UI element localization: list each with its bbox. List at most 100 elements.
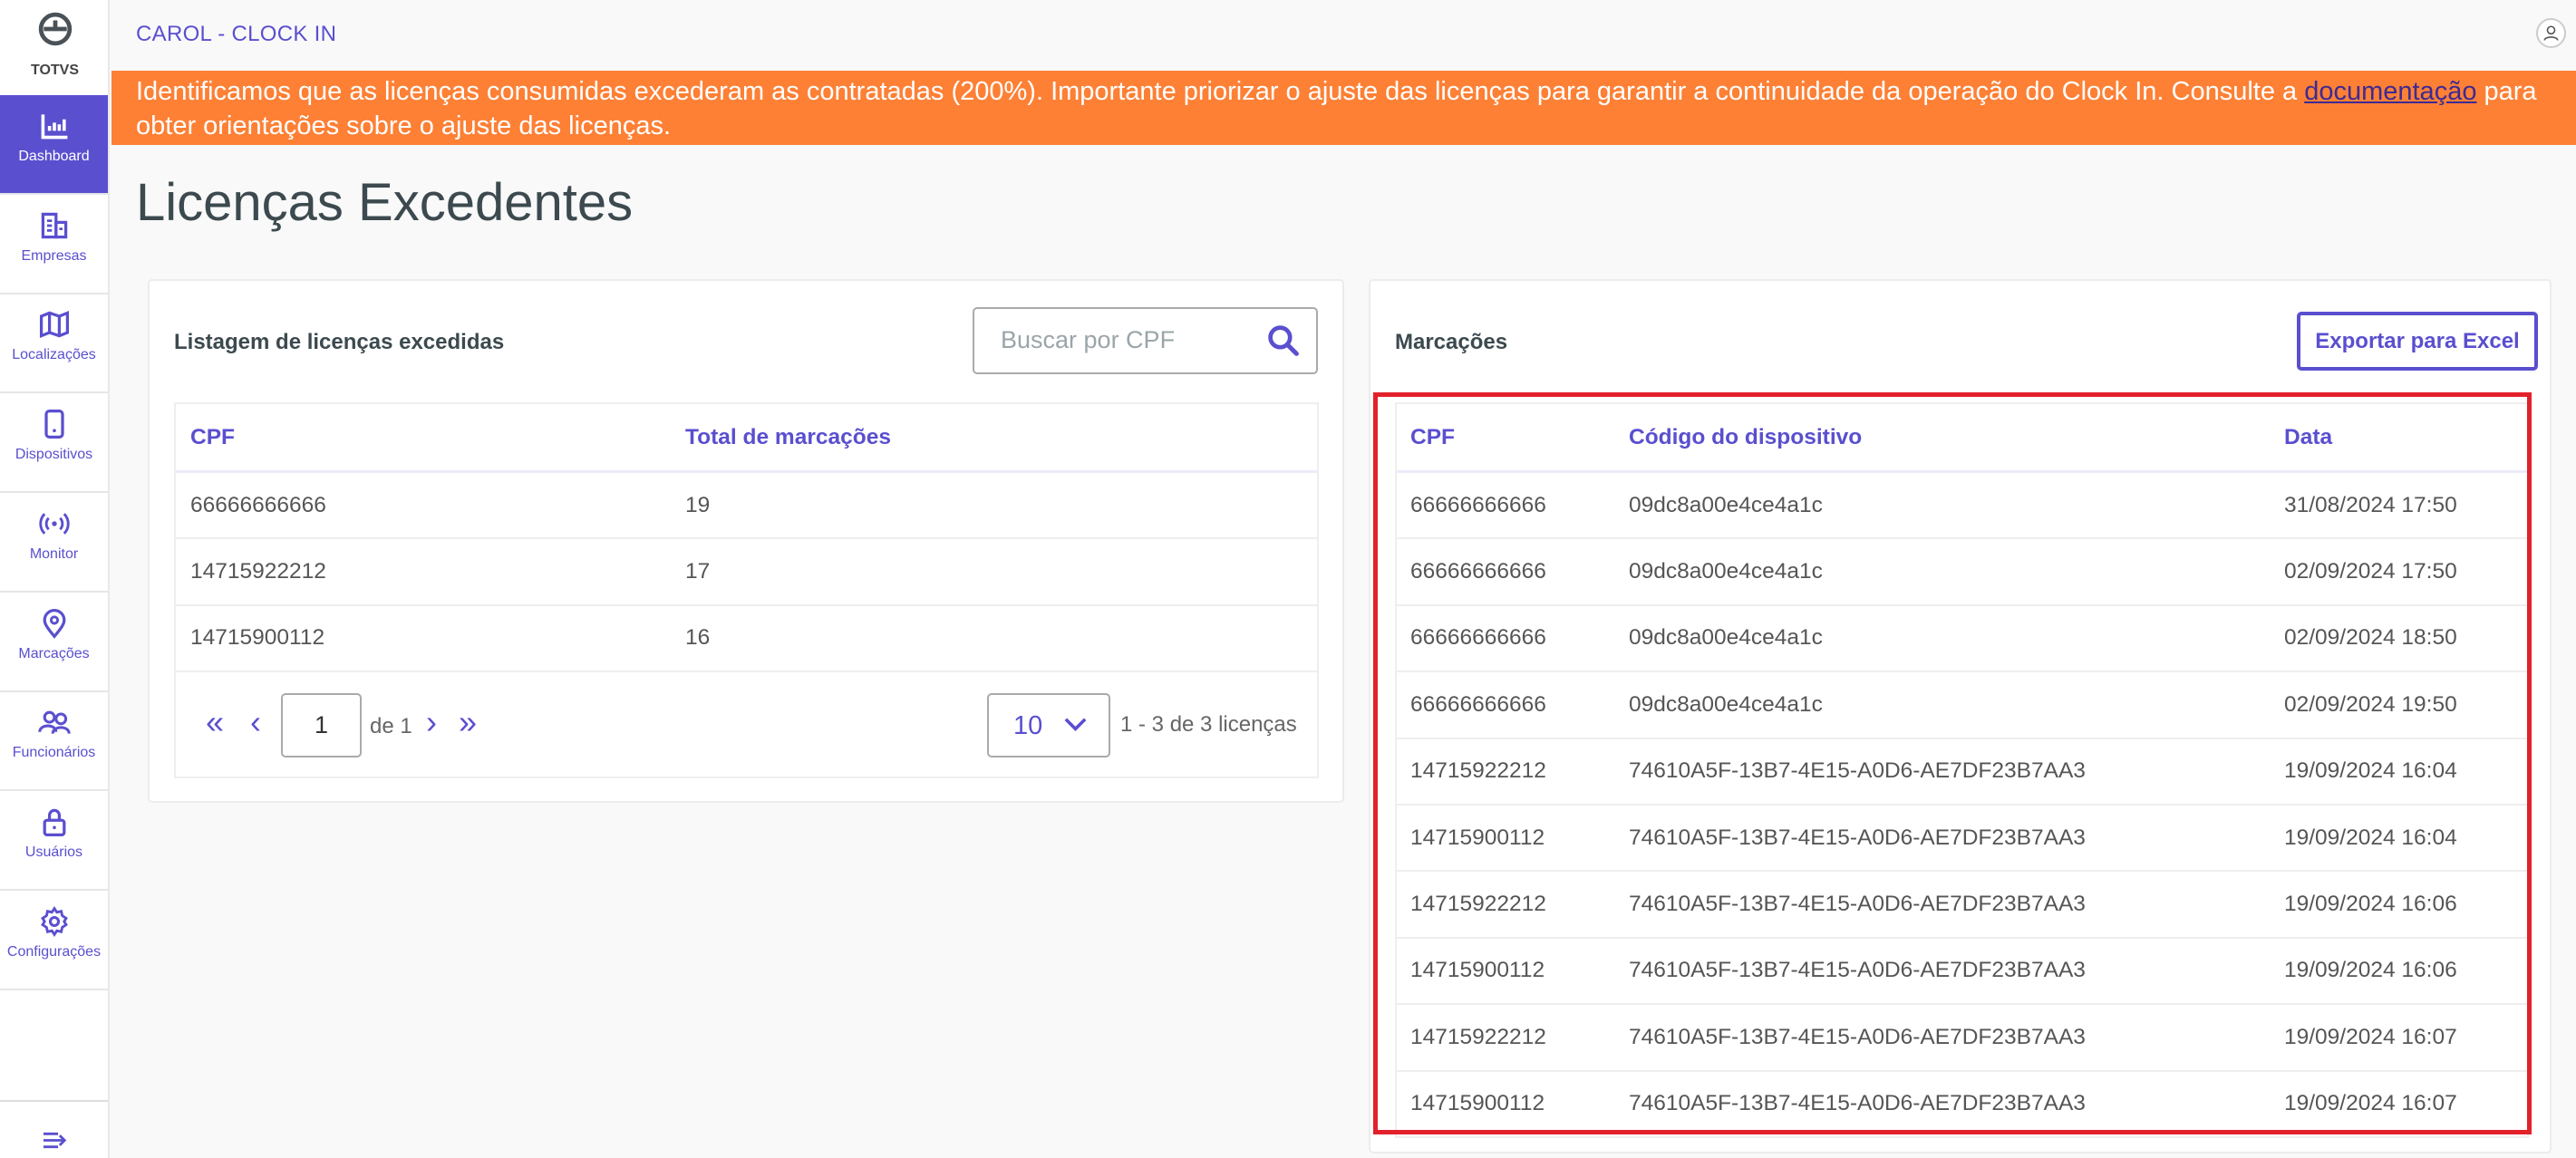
sidebar-divider xyxy=(0,1100,108,1102)
card-title: Marcações xyxy=(1395,330,1508,354)
table-cell: 09dc8a00e4ce4a1c xyxy=(1629,625,1823,651)
sidebar-item-label: Empresas xyxy=(21,247,87,264)
next-page-icon[interactable]: › xyxy=(426,703,437,740)
column-header[interactable]: Total de marcações xyxy=(685,424,891,449)
sidebar-item-localizacoes[interactable]: Localizações xyxy=(0,294,108,394)
export-excel-button[interactable]: Exportar para Excel xyxy=(2297,312,2538,371)
building-icon xyxy=(41,212,67,238)
table-cell: 66666666666 xyxy=(1410,492,1546,517)
chevron-down-icon xyxy=(1064,718,1087,731)
sidebar-item-funcionarios[interactable]: Funcionários xyxy=(0,691,108,792)
table-cell: 19/09/2024 16:06 xyxy=(2284,958,2457,983)
table-cell: 74610A5F-13B7-4E15-A0D6-AE7DF23B7AA3 xyxy=(1629,1091,2086,1116)
table-cell: 14715922212 xyxy=(1410,758,1546,784)
table-cell: 09dc8a00e4ce4a1c xyxy=(1629,691,1823,717)
sidebar-item-dashboard[interactable]: Dashboard xyxy=(0,95,108,195)
table-cell: 74610A5F-13B7-4E15-A0D6-AE7DF23B7AA3 xyxy=(1629,758,2086,784)
expand-menu-icon[interactable] xyxy=(42,1129,68,1152)
table-cell: 16 xyxy=(685,625,711,651)
users-icon xyxy=(37,710,71,735)
sidebar-item-label: Monitor xyxy=(29,545,79,562)
location-pin-icon xyxy=(43,608,65,639)
table-row: 66666666666 09dc8a00e4ce4a1c 02/09/2024 18… xyxy=(1397,606,2527,673)
top-bar: CAROL - CLOCK IN xyxy=(111,0,2576,71)
sidebar-item-label: Marcações xyxy=(18,645,90,661)
table-cell: 14715900112 xyxy=(1410,958,1545,983)
table-row: 14715922212 74610A5F-13B7-4E15-A0D6-AE7DF… xyxy=(1397,872,2527,939)
table-cell: 66666666666 xyxy=(1410,559,1546,584)
exceeded-licenses-card: Listagem de licenças excedidas CPF Total … xyxy=(148,279,1344,803)
sidebar-item-empresas[interactable]: Empresas xyxy=(0,195,108,294)
device-icon xyxy=(44,410,64,439)
page-size-select[interactable]: 10 xyxy=(987,693,1110,758)
sidebar-item-usuarios[interactable]: Usuários xyxy=(0,791,108,891)
page-number-input[interactable]: 1 xyxy=(281,693,362,758)
table-cell: 09dc8a00e4ce4a1c xyxy=(1629,559,1823,584)
last-page-icon[interactable]: » xyxy=(459,703,478,740)
table-cell: 02/09/2024 18:50 xyxy=(2284,625,2457,651)
table-cell: 14715900112 xyxy=(190,625,325,651)
table-cell: 31/08/2024 17:50 xyxy=(2284,492,2457,517)
pagination-summary: 1 - 3 de 3 licenças xyxy=(1120,712,1297,737)
table-cell: 66666666666 xyxy=(1410,691,1546,717)
banner-text: Identificamos que as licenças consumidas… xyxy=(136,77,2305,106)
table-row: 66666666666 09dc8a00e4ce4a1c 31/08/2024 17… xyxy=(1397,473,2527,540)
banner-text-after: para obter orientações sobre o ajuste da… xyxy=(136,77,2537,140)
table-cell: 09dc8a00e4ce4a1c xyxy=(1629,492,1823,517)
table-cell: 02/09/2024 19:50 xyxy=(2284,691,2457,717)
table-cell: 14715922212 xyxy=(1410,892,1546,917)
logo-text: TOTVS xyxy=(30,63,80,78)
sidebar-item-dispositivos[interactable]: Dispositivos xyxy=(0,393,108,494)
search-cpf-field[interactable] xyxy=(973,307,1318,374)
first-page-icon[interactable]: « xyxy=(206,703,225,740)
card-title: Listagem de licenças excedidas xyxy=(174,330,505,354)
table-row: 14715900112 74610A5F-13B7-4E15-A0D6-AE7DF… xyxy=(1397,806,2527,873)
user-icon[interactable] xyxy=(2536,18,2566,48)
table-row: 66666666666 19 xyxy=(176,473,1317,540)
table-cell: 74610A5F-13B7-4E15-A0D6-AE7DF23B7AA3 xyxy=(1629,825,2086,850)
table-cell: 19/09/2024 16:07 xyxy=(2284,1091,2457,1116)
table-cell: 19/09/2024 16:04 xyxy=(2284,758,2457,784)
sidebar-item-label: Usuários xyxy=(24,844,83,860)
documentation-link[interactable]: documentação xyxy=(2304,77,2477,106)
sidebar-item-label: Dashboard xyxy=(18,149,90,164)
table-cell: 19/09/2024 16:04 xyxy=(2284,825,2457,850)
table-row: 14715922212 74610A5F-13B7-4E15-A0D6-AE7DF… xyxy=(1397,739,2527,806)
sidebar-item-label: Dispositivos xyxy=(15,447,93,463)
broadcast-icon xyxy=(38,512,70,535)
sidebar-item-configuracoes[interactable]: Configurações xyxy=(0,891,108,990)
table-header: CPF Código do dispositivo Data xyxy=(1397,404,2527,473)
prev-page-icon[interactable]: ‹ xyxy=(250,703,261,740)
sidebar-item-label: Localizações xyxy=(12,347,96,363)
search-icon[interactable] xyxy=(1267,324,1300,357)
column-header[interactable]: Código do dispositivo xyxy=(1629,424,1863,449)
license-warning-banner: Identificamos que as licenças consumidas… xyxy=(111,71,2576,145)
sidebar-item-monitor[interactable]: Monitor xyxy=(0,493,108,593)
column-header[interactable]: CPF xyxy=(1410,424,1455,449)
table-cell: 74610A5F-13B7-4E15-A0D6-AE7DF23B7AA3 xyxy=(1629,1024,2086,1049)
totvs-logo-icon xyxy=(38,12,73,46)
column-header[interactable]: Data xyxy=(2284,424,2333,449)
search-input[interactable] xyxy=(999,325,1249,355)
bar-chart-icon xyxy=(41,114,67,140)
app-title: CAROL - CLOCK IN xyxy=(136,22,337,46)
markings-table: CPF Código do dispositivo Data 66666666666 0… xyxy=(1395,402,2529,1138)
table-cell: 66666666666 xyxy=(190,492,326,517)
sidebar-item-marcacoes[interactable]: Marcações xyxy=(0,593,108,692)
table-cell: 66666666666 xyxy=(1410,625,1546,651)
table-row: 14715900112 74610A5F-13B7-4E15-A0D6-AE7DF… xyxy=(1397,1072,2527,1138)
page-size-value: 10 xyxy=(1013,711,1043,740)
table-cell: 19/09/2024 16:06 xyxy=(2284,892,2457,917)
table-row: 14715922212 17 xyxy=(176,539,1317,606)
sidebar-item-label: Configurações xyxy=(6,943,102,960)
pagination: « ‹ 1 de 1 › » 10 1 - 3 de 3 licenças xyxy=(176,673,1317,778)
column-header[interactable]: CPF xyxy=(190,424,235,449)
table-cell: 14715922212 xyxy=(190,559,326,584)
table-row: 14715900112 16 xyxy=(176,606,1317,673)
table-cell: 14715900112 xyxy=(1410,825,1545,850)
page-title: Licenças Excedentes xyxy=(136,173,634,232)
licenses-table: CPF Total de marcações 66666666666 19 147159… xyxy=(174,402,1319,778)
markings-card: Marcações Exportar para Excel CPF Código … xyxy=(1369,279,2552,1153)
table-cell: 14715900112 xyxy=(1410,1091,1545,1116)
lock-icon xyxy=(43,808,65,836)
